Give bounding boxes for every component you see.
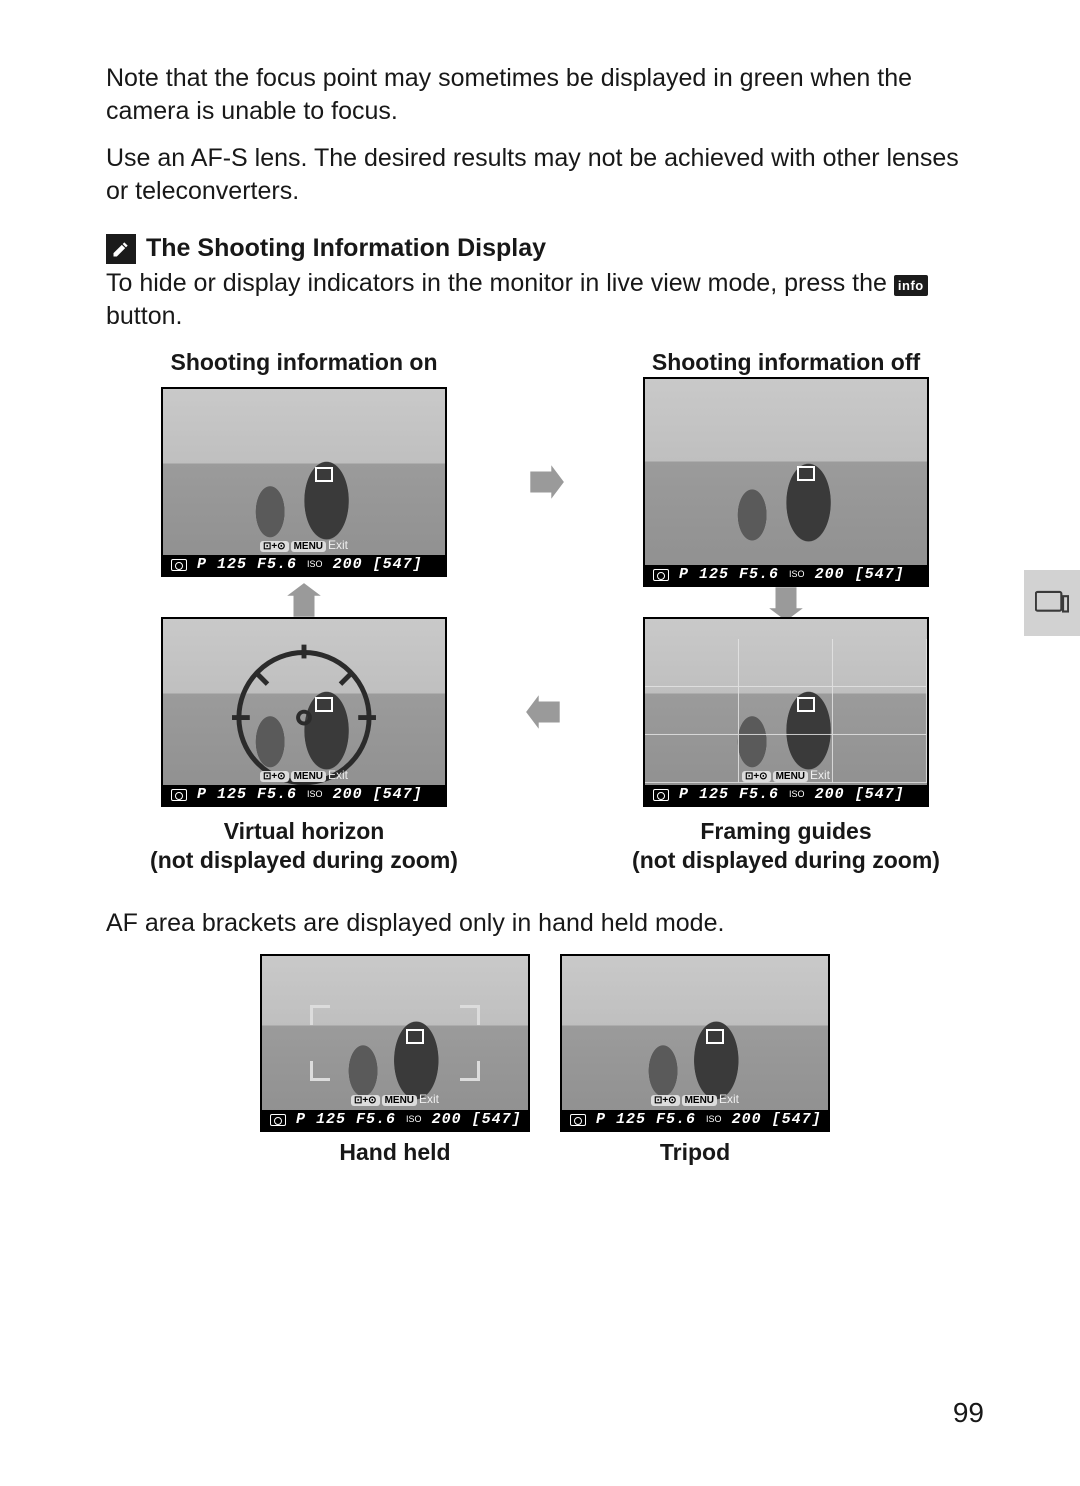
section-body-a: To hide or display indicators in the mon… (106, 269, 894, 297)
iso: 200 (432, 1110, 462, 1130)
remaining: [547] (472, 1110, 522, 1130)
label-shooting-info-on: Shooting information on (170, 347, 437, 377)
lcd-virtual-horizon: L NORM AUTO FX ⊡+⊙MENUExit P (161, 617, 447, 807)
iso: 200 (815, 565, 845, 585)
lcd-framing-guides: L NORM AUTO FX ⊡+⊙MENUExit P 125 F5.6 IS… (643, 617, 929, 807)
shutter: 125 (699, 785, 729, 805)
remaining: [547] (373, 555, 423, 575)
iso-label: ISO (307, 789, 323, 801)
hint-pill1: ⊡+⊙ (260, 541, 289, 552)
metering-icon (653, 789, 669, 801)
remaining: [547] (855, 785, 905, 805)
iso-label: ISO (789, 789, 805, 801)
shutter: 125 (217, 785, 247, 805)
mode: P (679, 785, 689, 805)
caption-line1: Virtual horizon (224, 818, 385, 844)
hint-pill2: MENU (291, 541, 326, 552)
lcd-hand-held: L NORM AUTO FX ⊡+⊙MENUExit P 125 F5.6 IS… (260, 954, 530, 1132)
iso-label: ISO (406, 1114, 422, 1126)
aperture: F5.6 (356, 1110, 396, 1130)
metering-icon (270, 1114, 286, 1126)
caption-tripod: Tripod (660, 1138, 730, 1167)
caption-framing-guides: Framing guides (not displayed during zoo… (632, 817, 940, 875)
hint-pill1: ⊡+⊙ (260, 771, 289, 782)
page-number: 99 (953, 1395, 984, 1432)
remaining: [547] (855, 565, 905, 585)
caption-virtual-horizon: Virtual horizon (not displayed during zo… (150, 817, 458, 875)
aperture: F5.6 (739, 785, 779, 805)
caption-line1: Framing guides (700, 818, 871, 844)
arrow-right-icon (524, 461, 566, 503)
mode: P (596, 1110, 606, 1130)
iso-label: ISO (706, 1114, 722, 1126)
metering-icon (171, 789, 187, 801)
mode: P (296, 1110, 306, 1130)
label-shooting-info-off: Shooting information off (652, 347, 920, 377)
section-title: The Shooting Information Display (146, 232, 546, 265)
lcd-shooting-info-on: L NORM AUTO FX ⊡+⊙MENUExit P 125 F5.6 IS… (161, 387, 447, 577)
hint-text: Exit (328, 768, 348, 782)
af-note: AF area brackets are displayed only in h… (106, 907, 984, 940)
remaining: [547] (373, 785, 423, 805)
lcd-tripod: L NORM AUTO FX ⊡+⊙MENUExit P 125 F5.6 IS… (560, 954, 830, 1132)
hint-text: Exit (419, 1092, 439, 1106)
metering-icon (653, 569, 669, 581)
hint-pill1: ⊡+⊙ (351, 1095, 380, 1106)
hint-text: Exit (719, 1092, 739, 1106)
arrow-left-icon (524, 691, 566, 733)
intro-paragraph-1: Note that the focus point may sometimes … (106, 62, 984, 128)
caption-hand-held: Hand held (339, 1138, 450, 1167)
remaining: [547] (772, 1110, 822, 1130)
hint-pill2: MENU (291, 771, 326, 782)
hint-pill1: ⊡+⊙ (742, 771, 771, 782)
hint-text: Exit (328, 538, 348, 552)
shutter: 125 (316, 1110, 346, 1130)
iso-label: ISO (307, 559, 323, 571)
info-button-icon: info (894, 275, 928, 296)
caption-line2: (not displayed during zoom) (632, 847, 940, 873)
mode-comparison-grid: L NORM AUTO FX ⊡+⊙MENUExit P 125 F5.6 IS… (106, 954, 984, 1167)
caption-line2: (not displayed during zoom) (150, 847, 458, 873)
hint-pill2: MENU (682, 1095, 717, 1106)
metering-icon (171, 559, 187, 571)
side-tab-liveview-icon (1024, 570, 1080, 636)
aperture: F5.6 (257, 555, 297, 575)
section-heading: The Shooting Information Display (106, 232, 984, 265)
aperture: F5.6 (739, 565, 779, 585)
hint-pill2: MENU (382, 1095, 417, 1106)
shutter: 125 (616, 1110, 646, 1130)
shutter: 125 (217, 555, 247, 575)
mode: P (679, 565, 689, 585)
pencil-icon (106, 234, 136, 264)
shutter: 125 (699, 565, 729, 585)
hint-pill2: MENU (773, 771, 808, 782)
hint-text: Exit (810, 768, 830, 782)
iso: 200 (815, 785, 845, 805)
lcd-shooting-info-off: P 125 F5.6 ISO 200 [547] (643, 377, 929, 587)
aperture: F5.6 (656, 1110, 696, 1130)
metering-icon (570, 1114, 586, 1126)
intro-paragraph-2: Use an AF-S lens. The desired results ma… (106, 142, 984, 208)
aperture: F5.6 (257, 785, 297, 805)
iso: 200 (333, 785, 363, 805)
mode: P (197, 555, 207, 575)
iso: 200 (333, 555, 363, 575)
framing-grid-icon (645, 639, 927, 783)
section-body: To hide or display indicators in the mon… (106, 267, 984, 333)
section-body-b: button. (106, 302, 182, 330)
mode: P (197, 785, 207, 805)
iso: 200 (732, 1110, 762, 1130)
display-cycle-grid: Shooting information on Shooting informa… (106, 347, 984, 875)
iso-label: ISO (789, 569, 805, 581)
hint-pill1: ⊡+⊙ (651, 1095, 680, 1106)
